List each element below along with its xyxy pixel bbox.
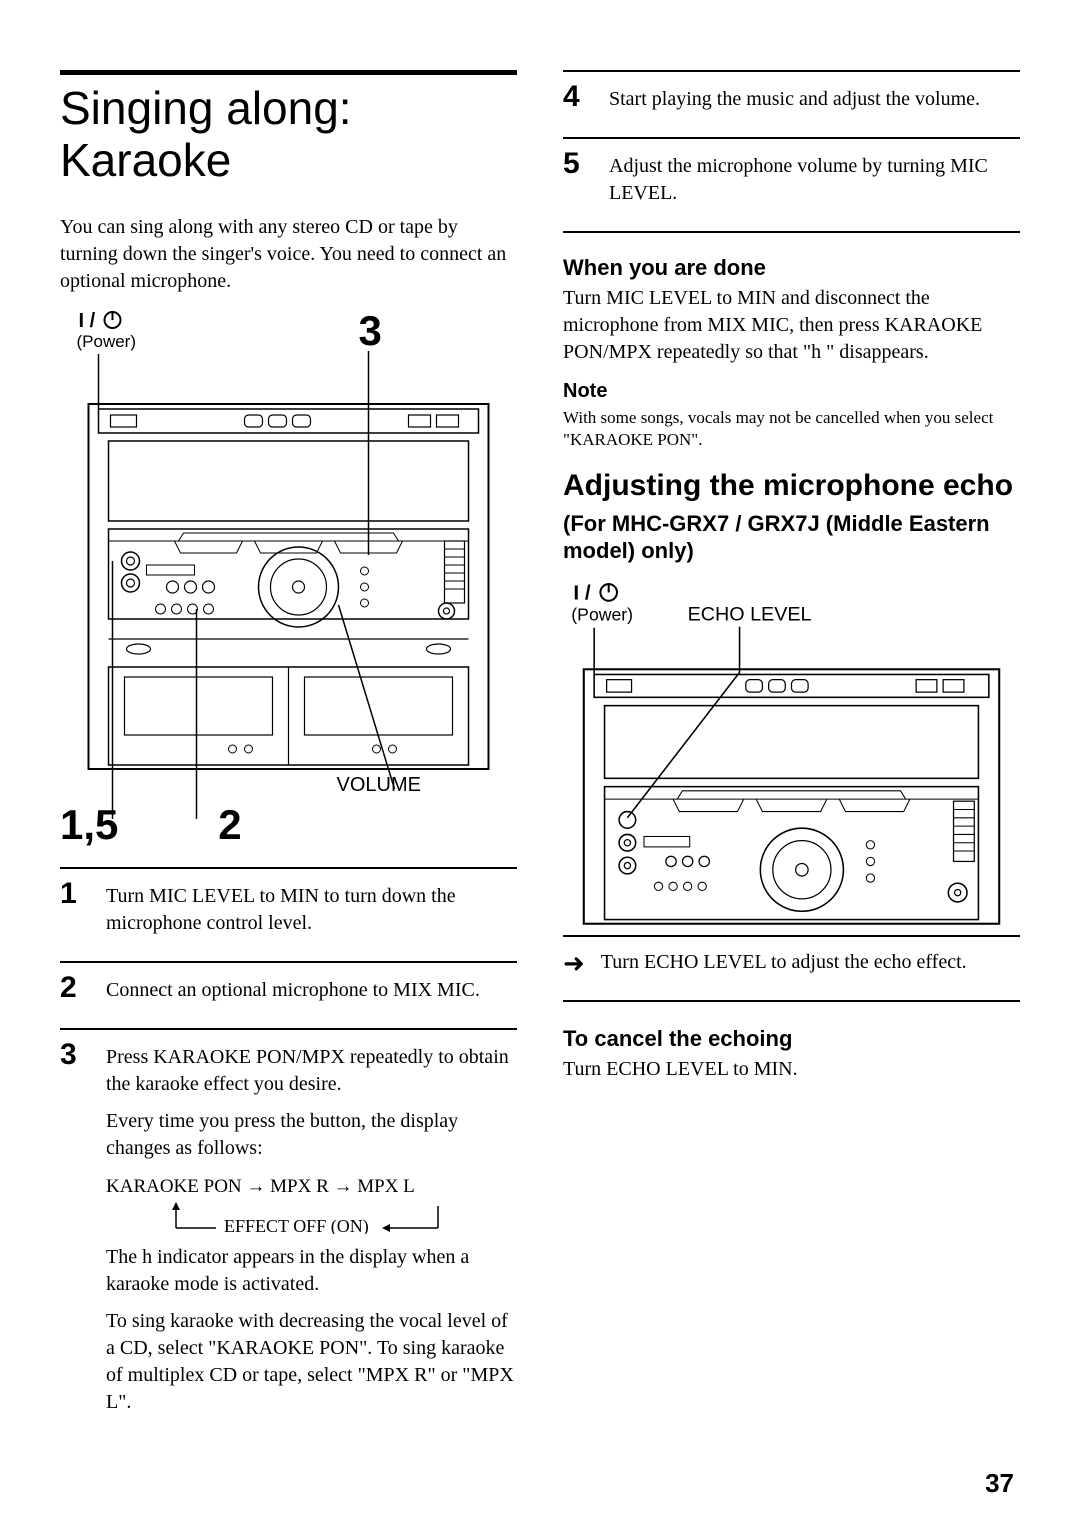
cancel-echo-heading: To cancel the echoing xyxy=(563,1026,1020,1052)
arrow-icon: ➜ xyxy=(563,949,585,977)
divider xyxy=(563,231,1020,233)
flow-row1: KARAOKE PON → MPX R → MPX L xyxy=(106,1172,517,1202)
echo-step-body: Turn ECHO LEVEL to adjust the echo effec… xyxy=(601,949,967,986)
echo-heading: Adjusting the microphone echo xyxy=(563,469,1020,504)
step-3: 3 Press KARAOKE PON/MPX repeatedly to ob… xyxy=(60,1040,517,1426)
step-body: Turn MIC LEVEL to MIN to turn down the m… xyxy=(106,879,517,947)
step-4: 4 Start playing the music and adjust the… xyxy=(563,82,1020,123)
svg-text:EFFECT OFF (ON): EFFECT OFF (ON) xyxy=(224,1216,369,1234)
stereo-svg: I / (Power) 3 xyxy=(60,309,517,829)
page-title: Singing along: Karaoke xyxy=(60,83,517,186)
two-column-layout: Singing along: Karaoke You can sing alon… xyxy=(60,70,1020,1434)
step-2: 2 Connect an optional microphone to MIX … xyxy=(60,973,517,1014)
power-label: (Power) xyxy=(77,332,137,351)
divider xyxy=(563,1000,1020,1002)
intro-paragraph: You can sing along with any stereo CD or… xyxy=(60,214,517,295)
when-done-body: Turn MIC LEVEL to MIN and disconnect the… xyxy=(563,285,1020,366)
stereo-diagram-echo: I / (Power) ECHO LEVEL xyxy=(563,581,1020,921)
step-1: 1 Turn MIC LEVEL to MIN to turn down the… xyxy=(60,879,517,947)
step-number: 3 xyxy=(60,1040,88,1426)
step-text: The h indicator appears in the display w… xyxy=(106,1244,517,1298)
step-body: Start playing the music and adjust the v… xyxy=(609,82,980,123)
power-label: (Power) xyxy=(571,604,633,624)
step-text: Turn MIC LEVEL to MIN to turn down the m… xyxy=(106,883,517,937)
svg-text:I /: I / xyxy=(79,310,96,332)
step-text: Start playing the music and adjust the v… xyxy=(609,86,980,113)
stereo-echo-svg: I / (Power) ECHO LEVEL xyxy=(563,581,1020,934)
note-body: With some songs, vocals may not be cance… xyxy=(563,407,1020,451)
echo-step-text: Turn ECHO LEVEL to adjust the echo effec… xyxy=(601,949,967,976)
step-number: 5 xyxy=(563,149,591,217)
step-body: Press KARAOKE PON/MPX repeatedly to obta… xyxy=(106,1040,517,1426)
stereo-diagram-main: I / (Power) 3 xyxy=(60,309,517,829)
right-column: 4 Start playing the music and adjust the… xyxy=(563,70,1020,1434)
left-column: Singing along: Karaoke You can sing alon… xyxy=(60,70,517,1434)
divider xyxy=(60,1028,517,1030)
cancel-echo-body: Turn ECHO LEVEL to MIN. xyxy=(563,1056,1020,1083)
volume-label: VOLUME xyxy=(337,774,421,796)
echo-level-label: ECHO LEVEL xyxy=(688,603,812,625)
step-number: 2 xyxy=(60,973,88,1014)
note-heading: Note xyxy=(563,380,1020,403)
step-body: Connect an optional microphone to MIX MI… xyxy=(106,973,480,1014)
step-body: Adjust the microphone volume by turning … xyxy=(609,149,1020,217)
step-number: 1 xyxy=(60,879,88,947)
step-text: Connect an optional microphone to MIX MI… xyxy=(106,977,480,1004)
echo-model-note: (For MHC-GRX7 / GRX7J (Middle Eastern mo… xyxy=(563,510,1020,565)
page-number: 37 xyxy=(985,1468,1014,1499)
title-rule xyxy=(60,70,517,75)
step-text: To sing karaoke with decreasing the voca… xyxy=(106,1308,517,1416)
divider xyxy=(563,70,1020,72)
step-text: Press KARAOKE PON/MPX repeatedly to obta… xyxy=(106,1044,517,1098)
step-number: 4 xyxy=(563,82,591,123)
divider xyxy=(563,935,1020,937)
step-text: Every time you press the button, the dis… xyxy=(106,1108,517,1162)
mode-flow-diagram: KARAOKE PON → MPX R → MPX L EFFECT OFF (… xyxy=(106,1172,517,1234)
step-5: 5 Adjust the microphone volume by turnin… xyxy=(563,149,1020,217)
when-done-heading: When you are done xyxy=(563,255,1020,281)
echo-step: ➜ Turn ECHO LEVEL to adjust the echo eff… xyxy=(563,949,1020,986)
divider xyxy=(563,137,1020,139)
step-text: Adjust the microphone volume by turning … xyxy=(609,153,1020,207)
svg-text:I /: I / xyxy=(573,581,591,604)
divider xyxy=(60,867,517,869)
callout-3: 3 xyxy=(359,309,382,354)
divider xyxy=(60,961,517,963)
